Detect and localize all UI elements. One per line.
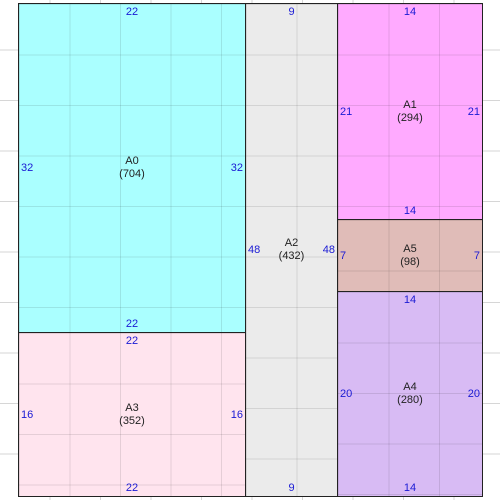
region-a4-value: (280) bbox=[397, 394, 423, 406]
region-a2-left-dimension: 48 bbox=[248, 244, 261, 256]
region-a2-top-dimension: 9 bbox=[288, 6, 295, 18]
region-a5-name: A5 bbox=[403, 242, 417, 255]
region-a3-left-dimension: 16 bbox=[21, 408, 34, 421]
region-a0-value: (704) bbox=[119, 168, 145, 180]
region-a3[interactable]: 22 22 16 16 A3 (352) bbox=[18, 332, 246, 497]
region-a3-right-dimension: 16 bbox=[230, 408, 243, 421]
region-a1-label: A1 (294) bbox=[397, 99, 423, 125]
region-a0[interactable]: 22 22 32 32 A0 (704) bbox=[18, 3, 246, 333]
region-a2-name: A2 bbox=[284, 237, 299, 249]
region-a4-top-dimension: 14 bbox=[403, 294, 417, 306]
region-a1-name: A1 bbox=[403, 98, 417, 111]
region-a0-bottom-dimension: 22 bbox=[125, 318, 139, 330]
region-a0-left-dimension: 32 bbox=[21, 162, 34, 174]
region-a1-right-dimension: 21 bbox=[467, 105, 480, 118]
region-a0-right-dimension: 32 bbox=[230, 162, 243, 174]
region-a3-bottom-dimension: 22 bbox=[125, 482, 139, 494]
region-a4-name: A4 bbox=[403, 381, 417, 393]
region-a3-top-dimension: 22 bbox=[125, 335, 139, 347]
region-a2[interactable]: 9 9 48 48 A2 (432) bbox=[245, 3, 338, 497]
region-a5-left-dimension: 7 bbox=[340, 249, 347, 262]
region-a1-top-dimension: 14 bbox=[403, 6, 417, 18]
region-a5-value: (98) bbox=[400, 255, 420, 268]
region-a0-label: A0 (704) bbox=[119, 155, 145, 181]
region-a3-value: (352) bbox=[119, 414, 145, 427]
region-a1-left-dimension: 21 bbox=[340, 105, 353, 118]
region-a4-right-dimension: 20 bbox=[467, 388, 480, 400]
region-a0-name: A0 bbox=[125, 155, 139, 167]
region-a4-label: A4 (280) bbox=[397, 381, 423, 407]
region-a4-bottom-dimension: 14 bbox=[403, 482, 417, 494]
region-a0-top-dimension: 22 bbox=[125, 6, 139, 18]
region-a1[interactable]: 14 14 21 21 A1 (294) bbox=[337, 3, 483, 220]
region-a4-left-dimension: 20 bbox=[340, 388, 353, 400]
region-a2-bottom-dimension: 9 bbox=[288, 482, 295, 494]
region-a1-value: (294) bbox=[397, 111, 423, 124]
region-a1-bottom-dimension: 14 bbox=[403, 205, 417, 217]
region-a5-label: A5 (98) bbox=[400, 243, 420, 269]
region-a3-label: A3 (352) bbox=[119, 402, 145, 428]
region-a5-right-dimension: 7 bbox=[473, 249, 480, 262]
region-a3-name: A3 bbox=[125, 401, 139, 414]
region-a5[interactable]: 7 7 A5 (98) bbox=[337, 219, 483, 292]
region-a2-value: (432) bbox=[278, 250, 305, 262]
region-a2-label: A2 (432) bbox=[279, 237, 305, 263]
region-a2-right-dimension: 48 bbox=[322, 244, 335, 256]
region-a4[interactable]: 14 14 20 20 A4 (280) bbox=[337, 291, 483, 497]
layout-canvas: 22 22 32 32 A0 (704) 22 22 16 16 A3 (352… bbox=[18, 3, 483, 497]
